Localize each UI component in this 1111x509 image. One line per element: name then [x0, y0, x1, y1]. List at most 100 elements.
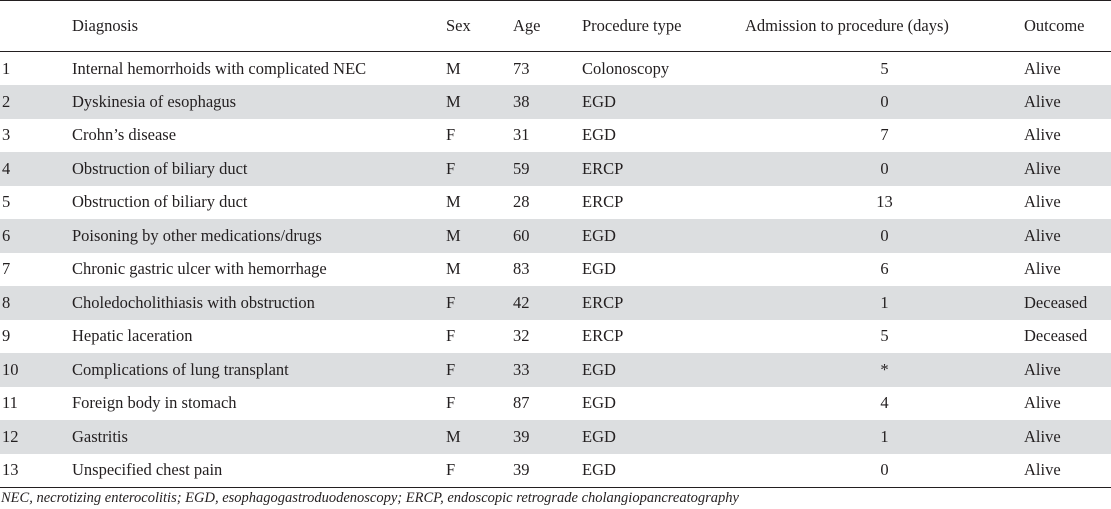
cell-procedure-type: EGD — [582, 259, 616, 279]
cell-admission-days: 0 — [880, 460, 889, 479]
cell-diagnosis: Hepatic laceration — [72, 326, 193, 346]
cell-sex: M — [446, 259, 461, 279]
cell-procedure-type: ERCP — [582, 192, 624, 212]
table-row: 13 Unspecified chest pain F 39 EGD 0 Alive — [0, 454, 1111, 488]
cell-no: 5 — [2, 192, 11, 212]
cell-sex: M — [446, 58, 461, 78]
header-procedure-type: Procedure type — [582, 16, 682, 35]
cell-outcome: Deceased — [1024, 326, 1088, 346]
cell-admission-days: * — [880, 359, 889, 379]
patient-table: Diagnosis Sex Age Procedure type Admissi… — [0, 0, 1111, 488]
cell-admission-days: 0 — [880, 91, 889, 111]
table-row: 11 Foreign body in stomach F 87 EGD 4 Alive — [0, 387, 1111, 421]
table-row: 9 Hepatic laceration F 32 ERCP 5 Deceased — [0, 320, 1111, 354]
cell-no: 4 — [2, 158, 11, 178]
cell-age: 83 — [513, 259, 530, 279]
cell-admission-days: 1 — [880, 426, 889, 446]
cell-sex: F — [446, 158, 456, 178]
table-body: 1 Internal hemorrhoids with complicated N… — [0, 52, 1111, 488]
table-row: 2 Dyskinesia of esophagus M 38 EGD 0 Alive — [0, 85, 1111, 119]
cell-age: 60 — [513, 225, 530, 245]
cell-procedure-type: ERCP — [582, 292, 624, 312]
cell-diagnosis: Chronic gastric ulcer with hemorrhage — [72, 259, 327, 279]
cell-diagnosis: Poisoning by other medications/drugs — [72, 225, 322, 245]
cell-sex: F — [446, 393, 456, 413]
cell-admission-days: 5 — [880, 58, 889, 78]
cell-outcome: Alive — [1024, 225, 1061, 245]
cell-no: 10 — [2, 359, 19, 379]
header-row: Diagnosis Sex Age Procedure type Admissi… — [0, 1, 1111, 52]
cell-sex: F — [446, 359, 456, 379]
table-row: 4 Obstruction of biliary duct F 59 ERCP 0 Aliv… — [0, 152, 1111, 186]
cell-outcome: Alive — [1024, 91, 1061, 111]
cell-age: 59 — [513, 158, 530, 178]
table-row: 10 Complications of lung transplant F 33 EGD… — [0, 353, 1111, 387]
table-row: 8 Choledocholithiasis with obstruction F 42… — [0, 286, 1111, 320]
cell-age: 87 — [513, 393, 530, 413]
cell-outcome: Alive — [1024, 158, 1061, 178]
table-row: 12 Gastritis M 39 EGD 1 Alive — [0, 420, 1111, 454]
cell-no: 3 — [2, 125, 11, 145]
cell-age: 38 — [513, 91, 530, 111]
cell-diagnosis: Complications of lung transplant — [72, 359, 289, 379]
cell-procedure-type: EGD — [582, 393, 616, 413]
header-outcome: Outcome — [1024, 16, 1085, 35]
cell-procedure-type: EGD — [582, 426, 616, 446]
header-diagnosis: Diagnosis — [72, 16, 138, 35]
cell-age: 32 — [513, 326, 530, 346]
cell-outcome: Alive — [1024, 192, 1061, 212]
cell-diagnosis: Gastritis — [72, 426, 128, 446]
cell-procedure-type: EGD — [582, 91, 616, 111]
cell-no: 1 — [2, 58, 11, 78]
cell-procedure-type: EGD — [582, 460, 616, 479]
cell-diagnosis: Crohn’s disease — [72, 125, 177, 145]
cell-diagnosis: Obstruction of biliary duct — [72, 158, 248, 178]
cell-outcome: Alive — [1024, 359, 1061, 379]
cell-admission-days: 0 — [880, 225, 889, 245]
cell-no: 6 — [2, 225, 11, 245]
table-row: 6 Poisoning by other medications/drugs M 60… — [0, 219, 1111, 253]
table-row: 5 Obstruction of biliary duct M 28 ERCP 13 Ali… — [0, 186, 1111, 220]
cell-procedure-type: EGD — [582, 225, 616, 245]
cell-age: 39 — [513, 426, 530, 446]
cell-procedure-type: ERCP — [582, 158, 624, 178]
cell-sex: F — [446, 326, 456, 346]
cell-no: 7 — [2, 259, 11, 279]
cell-sex: M — [446, 91, 461, 111]
cell-diagnosis: Unspecified chest pain — [72, 460, 223, 479]
cell-admission-days: 4 — [880, 393, 889, 413]
cell-sex: M — [446, 426, 461, 446]
table-row: 7 Chronic gastric ulcer with hemorrhage M 8… — [0, 253, 1111, 287]
cell-diagnosis: Internal hemorrhoids with complicated NE… — [72, 58, 367, 78]
cell-admission-days: 1 — [880, 292, 889, 312]
cell-outcome: Alive — [1024, 426, 1061, 446]
cell-diagnosis: Dyskinesia of esophagus — [72, 91, 237, 111]
header-admission-to-procedure: Admission to procedure (days) — [745, 16, 949, 35]
cell-sex: M — [446, 192, 461, 212]
header-no — [0, 1, 72, 52]
cell-outcome: Alive — [1024, 58, 1061, 78]
cell-age: 73 — [513, 58, 530, 78]
table-row: 1 Internal hemorrhoids with complicated N… — [0, 52, 1111, 86]
cell-outcome: Alive — [1024, 460, 1061, 479]
cell-procedure-type: EGD — [582, 359, 616, 379]
cell-no: 12 — [2, 426, 19, 446]
cell-admission-days: 6 — [880, 259, 889, 279]
cell-admission-days: 7 — [880, 125, 889, 145]
cell-procedure-type: Colonoscopy — [582, 58, 670, 78]
cell-no: 2 — [2, 91, 11, 111]
header-age: Age — [513, 16, 541, 35]
cell-no: 13 — [2, 460, 19, 479]
table-header: Diagnosis Sex Age Procedure type Admissi… — [0, 1, 1111, 52]
cell-age: 42 — [513, 292, 530, 312]
cell-outcome: Alive — [1024, 125, 1061, 145]
cell-age: 31 — [513, 125, 530, 145]
cell-procedure-type: EGD — [582, 125, 616, 145]
cell-outcome: Deceased — [1024, 292, 1088, 312]
cell-sex: F — [446, 292, 456, 312]
cell-outcome: Alive — [1024, 393, 1061, 413]
cell-age: 39 — [513, 460, 530, 479]
cell-no: 11 — [2, 393, 18, 413]
cell-admission-days: 13 — [876, 192, 893, 212]
